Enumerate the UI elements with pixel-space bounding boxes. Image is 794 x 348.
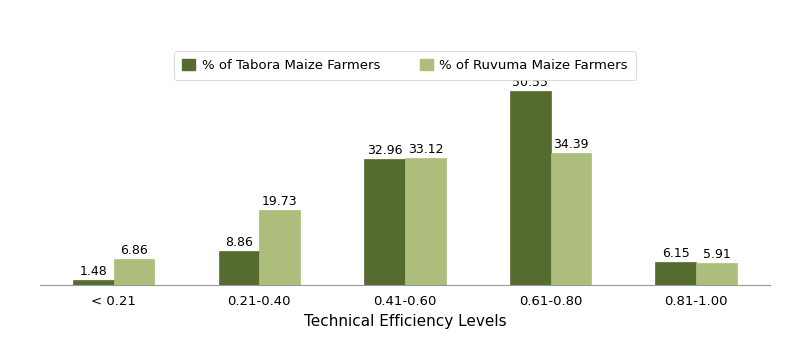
Bar bbox=[260, 209, 300, 285]
Text: 50.55: 50.55 bbox=[512, 76, 548, 89]
Text: 34.39: 34.39 bbox=[553, 139, 588, 151]
Bar bbox=[655, 262, 696, 285]
Bar bbox=[218, 251, 260, 285]
Text: 32.96: 32.96 bbox=[367, 144, 403, 157]
X-axis label: Technical Efficiency Levels: Technical Efficiency Levels bbox=[303, 314, 507, 329]
Text: 33.12: 33.12 bbox=[407, 143, 443, 156]
Bar bbox=[73, 280, 114, 285]
Text: 5.91: 5.91 bbox=[703, 248, 730, 261]
Bar bbox=[114, 259, 155, 285]
Text: 6.86: 6.86 bbox=[120, 244, 148, 257]
Legend: % of Tabora Maize Farmers, % of Ruvuma Maize Farmers: % of Tabora Maize Farmers, % of Ruvuma M… bbox=[174, 52, 636, 80]
Text: 8.86: 8.86 bbox=[225, 236, 252, 250]
Text: 1.48: 1.48 bbox=[79, 265, 107, 278]
Bar bbox=[510, 91, 550, 285]
Text: 19.73: 19.73 bbox=[262, 195, 298, 208]
Bar bbox=[364, 159, 405, 285]
Bar bbox=[696, 263, 737, 285]
Text: 6.15: 6.15 bbox=[662, 247, 690, 260]
Bar bbox=[550, 153, 592, 285]
Bar bbox=[405, 158, 445, 285]
